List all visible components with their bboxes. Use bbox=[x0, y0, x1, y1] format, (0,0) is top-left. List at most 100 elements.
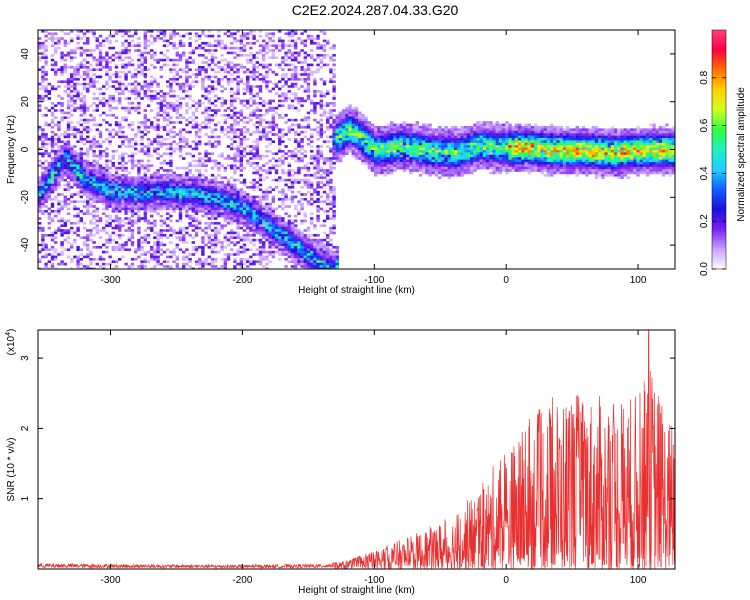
spectrogram-cell bbox=[271, 217, 275, 220]
spectrogram-cell bbox=[153, 267, 157, 269]
spectrogram-cell bbox=[246, 116, 250, 119]
spectrogram-cell bbox=[255, 51, 259, 55]
spectrogram-cell bbox=[54, 174, 58, 177]
spectrogram-cell bbox=[169, 32, 173, 35]
spectrogram-cell bbox=[313, 80, 317, 83]
spectrogram-cell bbox=[66, 181, 71, 184]
spectrogram-cell bbox=[191, 178, 195, 182]
spectrogram-cell bbox=[70, 166, 74, 170]
spectrogram-cell bbox=[41, 114, 45, 117]
spectrogram-cell bbox=[303, 250, 307, 254]
spectrogram-cell bbox=[342, 126, 346, 129]
spectrogram-cell bbox=[223, 210, 227, 213]
spectrogram-cell bbox=[38, 138, 42, 141]
spectrogram-cell bbox=[38, 164, 42, 167]
spectrogram-cell bbox=[201, 188, 205, 191]
spectrogram-cell bbox=[194, 46, 199, 50]
spectrogram-cell bbox=[108, 241, 112, 244]
spectrogram-cell bbox=[364, 159, 368, 163]
spectrogram-cell bbox=[230, 193, 234, 196]
spectrogram-cell bbox=[239, 246, 243, 249]
spectrogram-cell bbox=[223, 200, 227, 203]
spectrogram-cell bbox=[191, 140, 195, 143]
spectrogram-cell bbox=[178, 85, 183, 88]
spectrogram-cell bbox=[105, 169, 109, 172]
spectrogram-cell bbox=[66, 54, 71, 57]
spectrogram-cell bbox=[361, 128, 365, 131]
spectrogram-cell bbox=[268, 142, 272, 146]
spectrogram-cell bbox=[332, 166, 336, 170]
spectrogram-cell bbox=[86, 49, 90, 52]
spectrogram-cell bbox=[255, 61, 259, 64]
spectrogram-cell bbox=[169, 128, 173, 131]
spectrogram-cell bbox=[364, 147, 368, 151]
spectrogram-cell bbox=[73, 154, 77, 158]
spectrogram-cell bbox=[230, 94, 234, 98]
spectrogram-cell bbox=[108, 202, 112, 206]
spectrogram-cell bbox=[220, 246, 224, 249]
spectrogram-cell bbox=[50, 54, 55, 57]
spectrogram-cell bbox=[92, 174, 96, 177]
spectrogram-cell bbox=[169, 195, 173, 199]
spectrogram-cell bbox=[185, 142, 189, 146]
spectrogram-cell bbox=[204, 205, 208, 208]
spectrogram-cell bbox=[143, 145, 147, 148]
spectrogram-cell bbox=[329, 56, 333, 59]
spectrogram-cell bbox=[326, 169, 330, 172]
spectrogram-cell bbox=[252, 253, 256, 256]
spectrogram-cell bbox=[92, 116, 96, 119]
spectrogram-cell bbox=[60, 73, 64, 76]
spectrogram-cell bbox=[223, 217, 227, 220]
spectrogram-cell bbox=[191, 126, 195, 129]
spectrogram-cell bbox=[306, 138, 311, 141]
spectrogram-cell bbox=[242, 250, 247, 254]
spectrogram-cell bbox=[111, 154, 115, 158]
spectrogram-cell bbox=[262, 217, 266, 220]
spectrogram-cell bbox=[258, 255, 263, 259]
spectrogram-cell bbox=[156, 188, 160, 191]
spectrogram-cell bbox=[255, 94, 259, 98]
spectrogram-cell bbox=[114, 241, 119, 244]
spectrogram-cell bbox=[98, 150, 103, 153]
spectrogram-cell bbox=[175, 133, 179, 136]
spectrogram-cell bbox=[207, 224, 211, 227]
spectrogram-cell bbox=[182, 54, 186, 57]
spectrogram-cell bbox=[290, 265, 295, 268]
spectrogram-cell bbox=[79, 258, 83, 261]
spectrogram-cell bbox=[82, 205, 87, 208]
spectrogram-cell bbox=[185, 186, 189, 189]
spectrogram-cell bbox=[41, 154, 45, 158]
spectrogram-cell bbox=[316, 181, 320, 184]
spectrogram-cell bbox=[233, 198, 237, 201]
spectrogram-cell bbox=[204, 212, 208, 215]
spectrogram-cell bbox=[76, 212, 80, 215]
spectrogram-cell bbox=[54, 42, 58, 45]
spectrogram-cell bbox=[98, 178, 103, 182]
spectrogram-cell bbox=[102, 118, 106, 122]
spectrogram-cell bbox=[316, 44, 320, 47]
spectrogram-cell bbox=[271, 39, 275, 43]
spectrogram-cell bbox=[169, 234, 173, 237]
spectrogram-cell bbox=[265, 198, 269, 201]
spectrogram-cell bbox=[201, 265, 205, 268]
spectrogram-cell bbox=[44, 190, 48, 194]
spectrogram-cell bbox=[162, 152, 167, 155]
spectrogram-cell bbox=[175, 200, 179, 203]
spectrogram-cell bbox=[274, 246, 279, 249]
spectrogram-cell bbox=[66, 80, 71, 83]
spectrogram-cell bbox=[290, 63, 295, 67]
spectrogram-cell bbox=[44, 178, 48, 182]
spectrogram-cell bbox=[121, 164, 125, 167]
spectrogram-cell bbox=[82, 87, 87, 91]
spectrogram-cell bbox=[127, 205, 131, 208]
spectrogram-cell bbox=[156, 142, 160, 146]
spectrogram-cell bbox=[130, 214, 135, 218]
spectrogram-cell bbox=[130, 44, 135, 47]
spectrogram-cell bbox=[274, 231, 279, 235]
spectrogram-cell bbox=[354, 133, 359, 136]
spectrogram-cell bbox=[169, 193, 173, 196]
spectrogram-cell bbox=[198, 46, 202, 50]
spectrogram-cell bbox=[63, 140, 67, 143]
spectrogram-cell bbox=[146, 226, 151, 230]
spectrogram-cell bbox=[150, 222, 154, 225]
